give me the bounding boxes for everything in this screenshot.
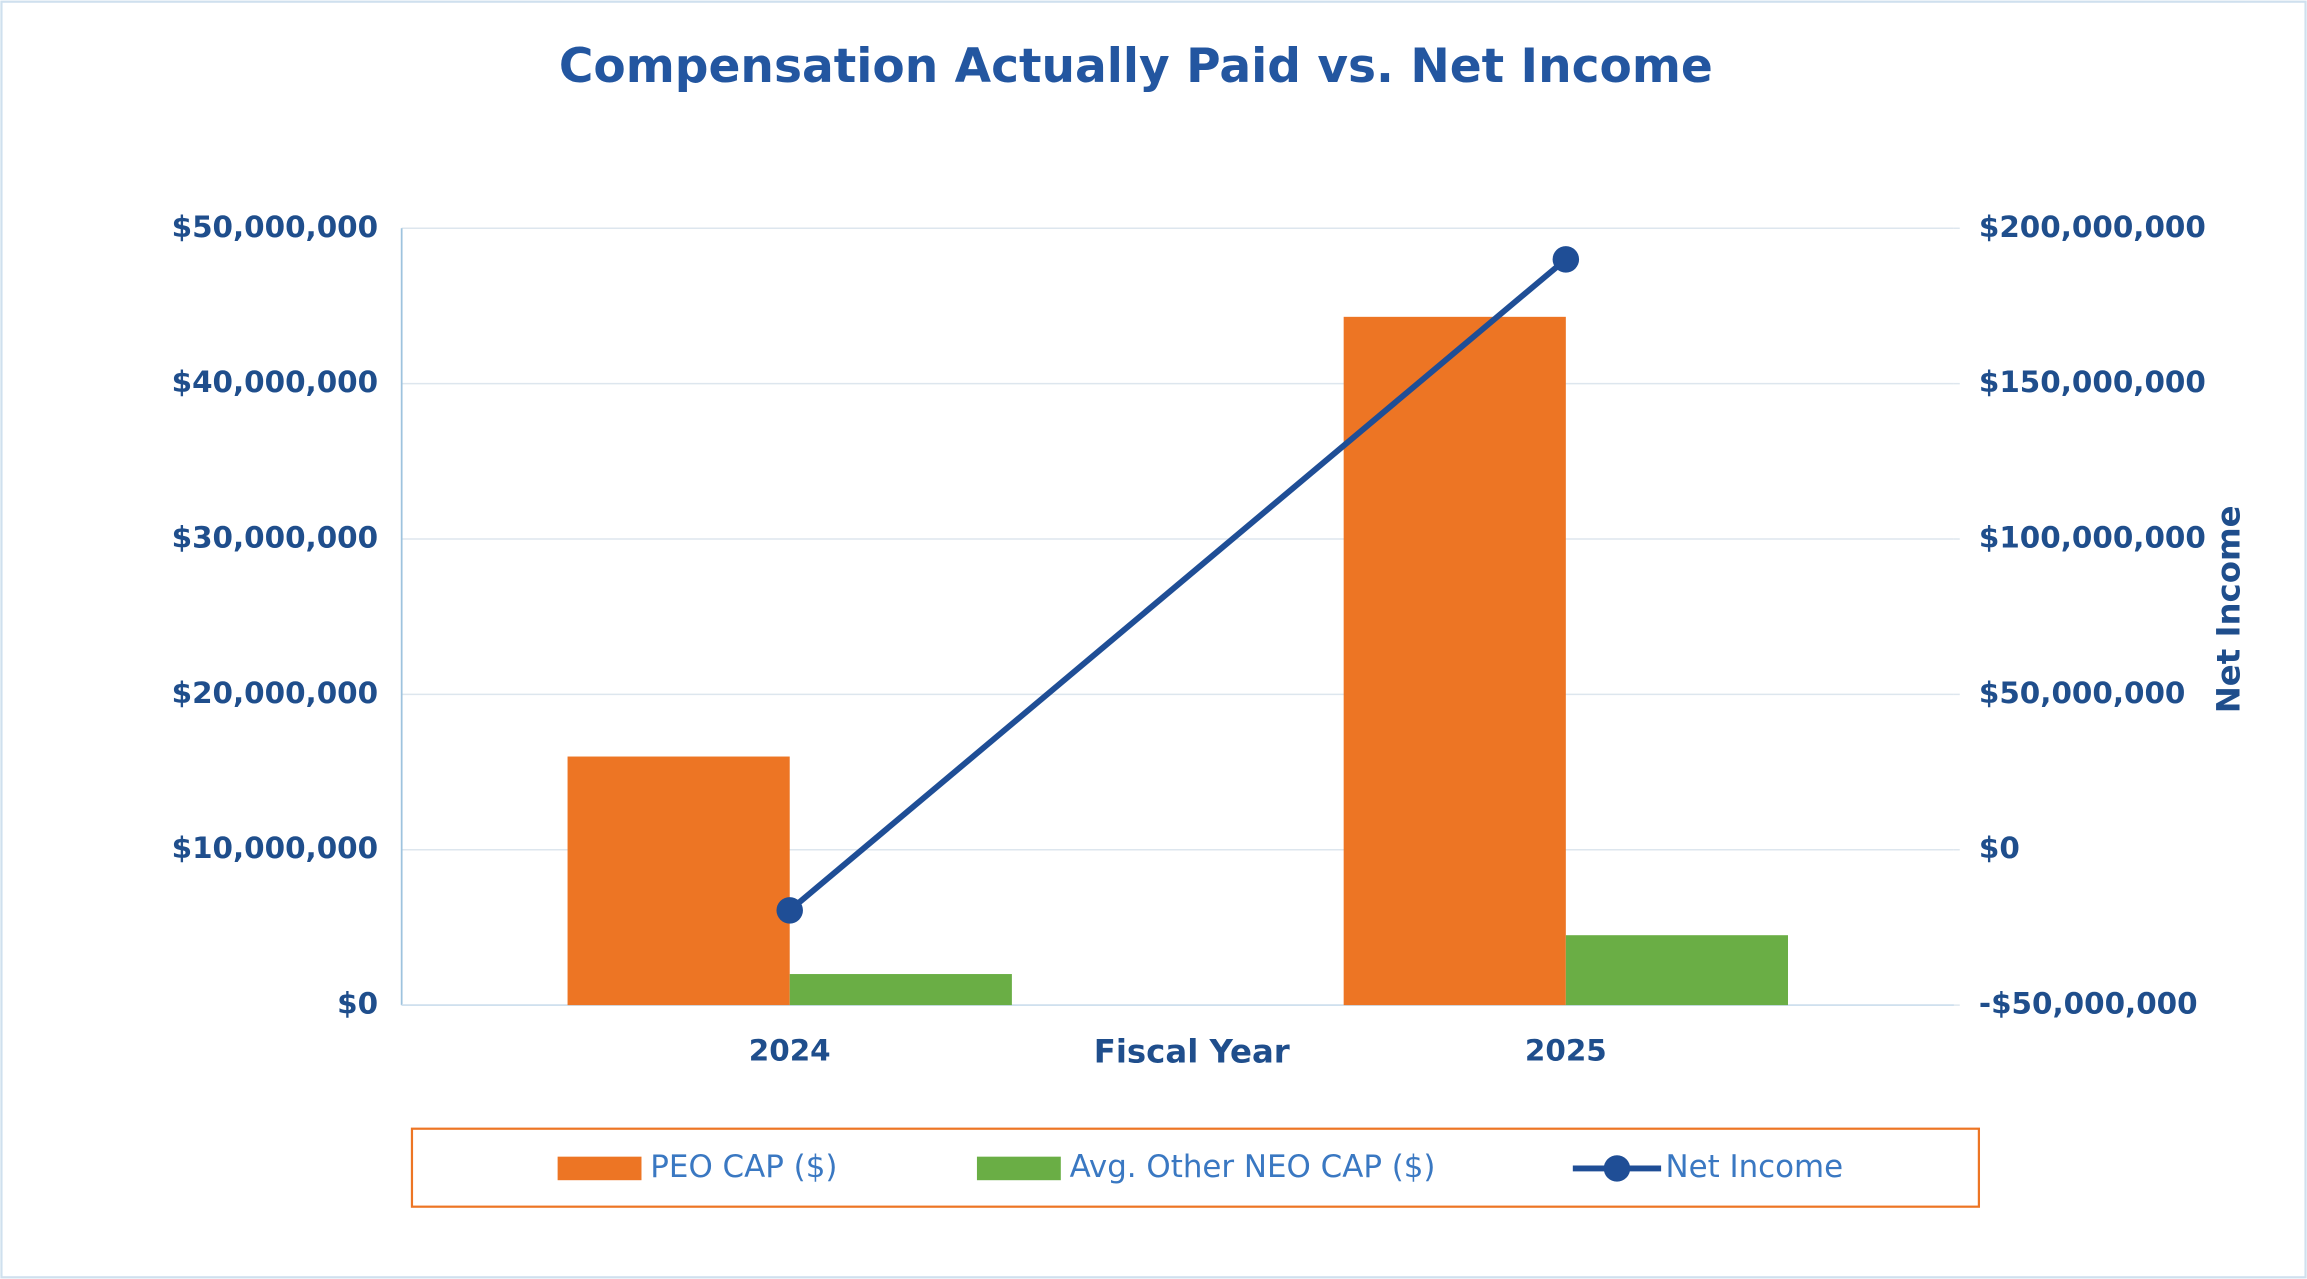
x-axis-title: Fiscal Year <box>1094 1033 1290 1071</box>
legend-label: Net Income <box>1666 1149 1844 1185</box>
legend-swatch <box>1603 1155 1631 1182</box>
y2-tick-label: $0 <box>1979 831 2020 865</box>
y2-axis-title: Net Income <box>2209 505 2247 713</box>
bar <box>1565 935 1788 1006</box>
legend-box <box>410 1127 1981 1208</box>
x-tick-label: 2024 <box>749 1034 831 1068</box>
bar <box>789 974 1012 1006</box>
y2-tick-label: $100,000,000 <box>1979 521 2206 555</box>
legend-label: Avg. Other NEO CAP ($) <box>1070 1149 1436 1185</box>
y2-tick-label: $200,000,000 <box>1979 210 2206 244</box>
y-tick-label: $40,000,000 <box>172 365 378 399</box>
y-tick-label: $30,000,000 <box>172 521 378 555</box>
chart-title: Compensation Actually Paid vs. Net Incom… <box>559 39 1713 94</box>
y2-tick-label: $50,000,000 <box>1979 676 2186 710</box>
line <box>787 257 1568 913</box>
y2-tick-label: -$50,000,000 <box>1979 987 2198 1021</box>
y-tick-label: $10,000,000 <box>172 831 378 865</box>
legend-swatch <box>976 1156 1061 1181</box>
legend-swatch <box>557 1156 642 1181</box>
line-point <box>776 897 803 924</box>
y-tick-label: $0 <box>337 987 378 1021</box>
bar <box>1343 316 1566 1006</box>
line-point <box>1552 246 1580 273</box>
bar <box>567 756 790 1006</box>
y-tick-label: $20,000,000 <box>172 676 378 710</box>
y2-tick-label: $150,000,000 <box>1979 365 2206 399</box>
y-tick-label: $50,000,000 <box>172 210 378 244</box>
x-tick-label: 2025 <box>1525 1034 1607 1068</box>
legend-label: PEO CAP ($) <box>650 1149 837 1185</box>
